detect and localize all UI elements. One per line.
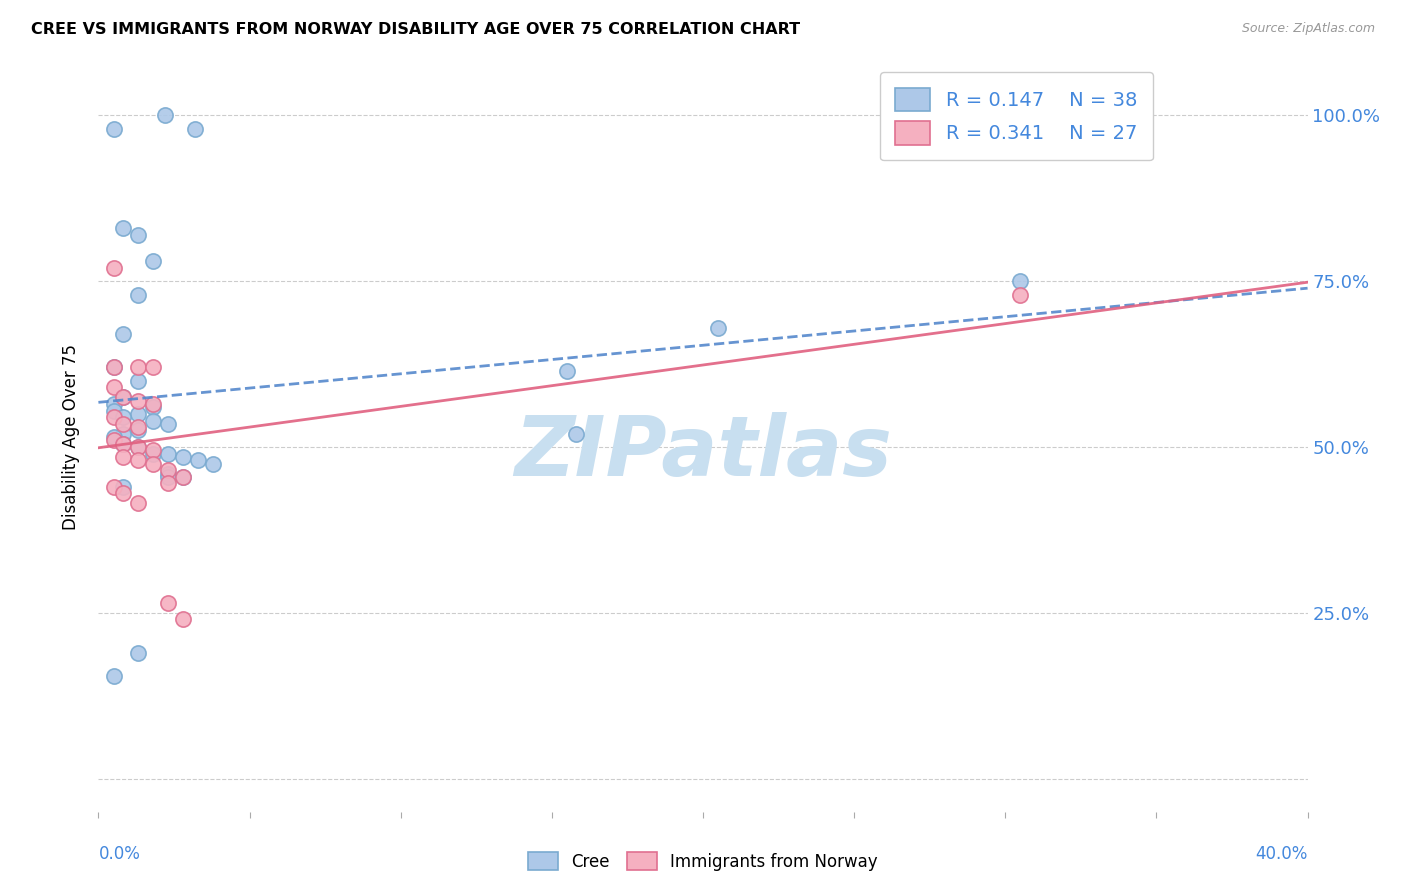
Point (142, 360, 165, 375)
Point (111, 327, 134, 342)
Point (707, 320, 730, 334)
Point (172, 450, 194, 464)
Point (127, 646, 149, 660)
Point (555, 364, 578, 378)
Point (111, 486, 134, 500)
Y-axis label: Disability Age Over 75: Disability Age Over 75 (62, 344, 80, 530)
Point (127, 440, 149, 454)
Point (111, 480, 134, 494)
Point (156, 463, 179, 477)
Point (172, 612, 194, 626)
Point (127, 424, 149, 438)
Point (142, 397, 165, 411)
Point (111, 436, 134, 450)
Legend: Cree, Immigrants from Norway: Cree, Immigrants from Norway (520, 844, 886, 880)
Point (202, 457, 225, 471)
Point (156, 417, 179, 431)
Text: Source: ZipAtlas.com: Source: ZipAtlas.com (1241, 22, 1375, 36)
Point (127, 287, 149, 301)
Point (127, 393, 149, 408)
Point (156, 467, 179, 481)
Point (103, 434, 125, 448)
Point (103, 410, 125, 425)
Point (156, 476, 179, 491)
Point (103, 480, 125, 494)
Point (103, 121, 125, 136)
Point (111, 390, 134, 404)
Point (156, 596, 179, 610)
Point (142, 443, 165, 458)
Point (153, 108, 176, 122)
Point (127, 453, 149, 467)
Point (142, 447, 165, 461)
Point (127, 440, 149, 454)
Text: 40.0%: 40.0% (1256, 846, 1308, 863)
Point (111, 436, 134, 450)
Point (142, 401, 165, 415)
Point (103, 380, 125, 394)
Point (103, 360, 125, 375)
Point (156, 470, 179, 484)
Point (103, 360, 125, 375)
Point (103, 403, 125, 417)
Text: 0.0%: 0.0% (98, 846, 141, 863)
Point (103, 669, 125, 683)
Point (111, 417, 134, 431)
Point (156, 447, 179, 461)
Point (172, 470, 194, 484)
Point (142, 457, 165, 471)
Point (103, 430, 125, 444)
Point (1010, 287, 1032, 301)
Point (111, 390, 134, 404)
Point (127, 496, 149, 510)
Point (103, 397, 125, 411)
Legend: R = 0.147    N = 38, R = 0.341    N = 27: R = 0.147 N = 38, R = 0.341 N = 27 (880, 72, 1153, 161)
Point (172, 470, 194, 484)
Point (111, 426, 134, 441)
Point (142, 254, 165, 268)
Point (184, 121, 207, 136)
Text: ZIPatlas: ZIPatlas (515, 411, 891, 492)
Point (1010, 274, 1032, 288)
Point (127, 407, 149, 421)
Point (187, 453, 209, 467)
Text: CREE VS IMMIGRANTS FROM NORWAY DISABILITY AGE OVER 75 CORRELATION CHART: CREE VS IMMIGRANTS FROM NORWAY DISABILIT… (31, 22, 800, 37)
Point (111, 221, 134, 235)
Point (565, 426, 588, 441)
Point (111, 410, 134, 425)
Point (103, 260, 125, 275)
Point (142, 413, 165, 427)
Point (127, 227, 149, 242)
Point (127, 420, 149, 434)
Point (127, 374, 149, 388)
Point (111, 450, 134, 464)
Point (127, 360, 149, 375)
